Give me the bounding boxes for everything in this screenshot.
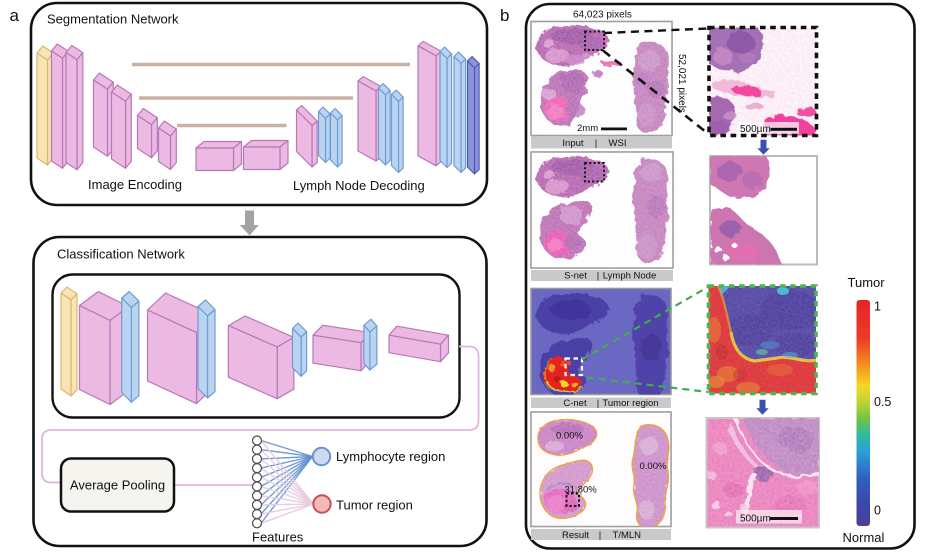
svg-text:500µm: 500µm [740, 124, 771, 135]
svg-text:|: | [597, 271, 599, 282]
svg-text:52,021 pixels: 52,021 pixels [676, 54, 687, 113]
svg-text:1: 1 [874, 300, 881, 314]
svg-text:C-net: C-net [563, 398, 587, 409]
svg-text:31.80%: 31.80% [565, 485, 598, 496]
svg-text:Tumor region: Tumor region [602, 398, 658, 409]
svg-text:0: 0 [874, 504, 881, 518]
svg-text:Tumor: Tumor [848, 275, 886, 290]
svg-text:|: | [597, 398, 599, 409]
svg-text:64,023 pixels: 64,023 pixels [573, 10, 632, 21]
svg-text:Lymph Node Decoding: Lymph Node Decoding [293, 178, 425, 193]
svg-text:Average Pooling: Average Pooling [70, 478, 165, 493]
svg-text:b: b [500, 6, 509, 25]
svg-text:Normal: Normal [843, 530, 885, 545]
svg-text:WSI: WSI [609, 138, 627, 149]
svg-text:a: a [10, 6, 20, 25]
svg-text:0.00%: 0.00% [640, 461, 667, 472]
svg-text:2mm: 2mm [577, 123, 598, 134]
svg-text:Segmentation Network: Segmentation Network [47, 12, 179, 27]
svg-text:S-net: S-net [564, 271, 587, 282]
svg-text:500µm: 500µm [740, 514, 771, 525]
svg-text:Lymph Node: Lymph Node [603, 271, 657, 282]
svg-text:0.00%: 0.00% [556, 431, 583, 442]
svg-text:Input: Input [562, 138, 583, 149]
svg-text:T/MLN: T/MLN [613, 530, 642, 541]
svg-text:Features: Features [252, 530, 304, 545]
svg-text:|: | [595, 138, 597, 149]
svg-text:Tumor region: Tumor region [336, 498, 413, 513]
svg-text:Lymphocyte region: Lymphocyte region [336, 449, 445, 464]
svg-text:0.5: 0.5 [874, 395, 891, 409]
svg-text:Image Encoding: Image Encoding [88, 177, 182, 192]
svg-text:Result: Result [562, 530, 589, 541]
svg-text:Classification Network: Classification Network [57, 247, 185, 262]
svg-text:|: | [599, 530, 601, 541]
